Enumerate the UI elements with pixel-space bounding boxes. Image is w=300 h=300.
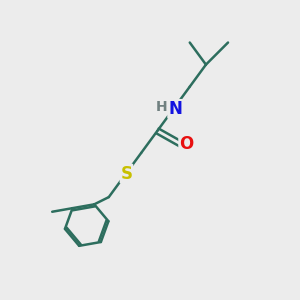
Text: N: N [168,100,182,118]
Text: S: S [120,165,132,183]
Text: H: H [155,100,167,114]
Text: O: O [179,135,193,153]
